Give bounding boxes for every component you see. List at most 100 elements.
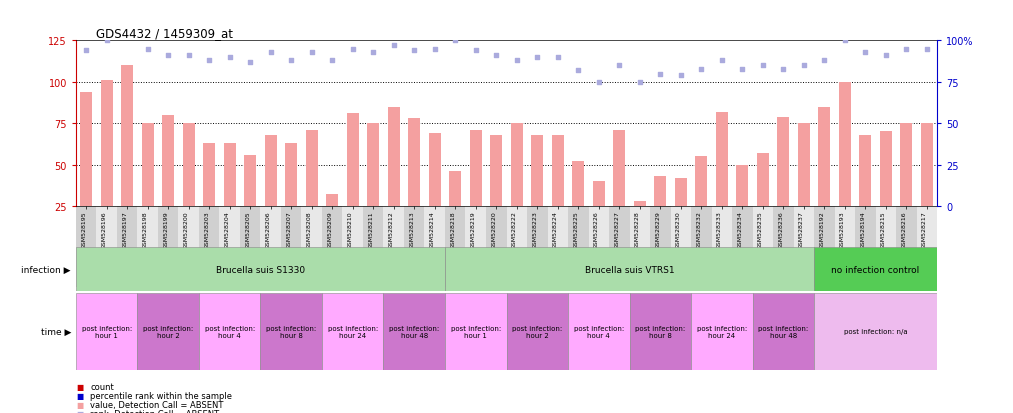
Bar	[839, 83, 851, 206]
Bar	[76, 293, 138, 370]
Point	[284, 58, 300, 64]
Bar	[757, 154, 769, 206]
Text: GSM528204: GSM528204	[225, 211, 230, 248]
Bar	[879, 132, 891, 206]
Text: GSM528205: GSM528205	[245, 211, 250, 248]
Text: GSM528195: GSM528195	[81, 211, 86, 248]
Bar	[203, 144, 216, 206]
Point	[734, 66, 751, 73]
Bar	[901, 124, 913, 206]
Bar	[859, 135, 871, 206]
Text: value, Detection Call = ABSENT: value, Detection Call = ABSENT	[90, 400, 224, 409]
Bar	[260, 293, 322, 370]
Text: GSM528211: GSM528211	[369, 211, 373, 248]
Text: GSM528203: GSM528203	[205, 211, 210, 248]
Text: post infection:
hour 24: post infection: hour 24	[327, 325, 378, 338]
Text: GSM528197: GSM528197	[123, 211, 128, 248]
Text: GSM528218: GSM528218	[450, 211, 455, 248]
Bar	[633, 202, 646, 206]
Bar	[199, 206, 220, 287]
Text: GSM528194: GSM528194	[860, 211, 865, 248]
Bar	[777, 117, 789, 206]
Text: GSM528208: GSM528208	[307, 211, 312, 248]
Bar	[322, 293, 384, 370]
Bar	[819, 107, 831, 206]
Bar	[691, 206, 711, 287]
Text: GSM528234: GSM528234	[737, 211, 743, 248]
Text: GSM528236: GSM528236	[778, 211, 783, 248]
Bar	[445, 206, 466, 287]
Text: GSM528213: GSM528213	[409, 211, 414, 248]
Text: post infection:
hour 2: post infection: hour 2	[143, 325, 193, 338]
Bar	[671, 206, 691, 287]
Text: GSM528219: GSM528219	[471, 211, 476, 248]
Bar	[568, 293, 629, 370]
Point	[386, 43, 402, 50]
Bar	[470, 131, 482, 206]
Text: GSM528222: GSM528222	[512, 211, 517, 248]
Bar	[428, 134, 441, 206]
Point	[877, 53, 893, 59]
Bar	[917, 206, 937, 287]
Bar	[732, 206, 753, 287]
Bar	[753, 293, 814, 370]
Bar	[199, 293, 260, 370]
Text: ■: ■	[76, 400, 83, 409]
Text: GSM528206: GSM528206	[265, 211, 270, 248]
Text: GSM528200: GSM528200	[183, 211, 188, 248]
Text: post infection:
hour 48: post infection: hour 48	[758, 325, 808, 338]
Text: GSM528237: GSM528237	[799, 211, 803, 248]
Text: GSM528225: GSM528225	[573, 211, 578, 248]
Point	[78, 48, 94, 55]
Point	[488, 53, 504, 59]
Bar	[285, 144, 298, 206]
Text: GSM528215: GSM528215	[880, 211, 885, 248]
Bar	[178, 206, 199, 287]
Bar	[715, 112, 728, 206]
Text: GDS4432 / 1459309_at: GDS4432 / 1459309_at	[96, 27, 233, 40]
Bar	[855, 206, 875, 287]
Bar	[224, 144, 236, 206]
Bar	[568, 206, 589, 287]
Text: GSM528226: GSM528226	[594, 211, 599, 248]
Text: GSM528209: GSM528209	[327, 211, 332, 248]
Bar	[264, 135, 277, 206]
Point	[673, 73, 689, 79]
Text: post infection:
hour 48: post infection: hour 48	[389, 325, 440, 338]
Text: time ▶: time ▶	[41, 327, 71, 336]
Bar	[531, 135, 543, 206]
Point	[632, 79, 648, 86]
Bar	[363, 206, 384, 287]
Bar	[281, 206, 302, 287]
Bar	[875, 206, 897, 287]
Text: post infection:
hour 8: post infection: hour 8	[266, 325, 316, 338]
Bar	[260, 206, 281, 287]
Bar	[96, 206, 116, 287]
Text: GSM528212: GSM528212	[389, 211, 394, 248]
Text: ■: ■	[76, 382, 83, 391]
Bar	[116, 206, 138, 287]
Point	[222, 55, 238, 61]
Bar	[404, 206, 424, 287]
Bar	[240, 206, 260, 287]
Point	[611, 63, 627, 69]
Bar	[80, 93, 92, 206]
Text: post infection:
hour 2: post infection: hour 2	[513, 325, 562, 338]
Bar	[753, 206, 773, 287]
Text: Brucella suis S1330: Brucella suis S1330	[216, 265, 305, 274]
Bar	[511, 124, 523, 206]
Bar	[100, 81, 112, 206]
Point	[816, 58, 833, 64]
Bar	[76, 206, 96, 287]
Bar	[835, 206, 855, 287]
Bar	[384, 206, 404, 287]
Point	[570, 68, 587, 74]
Bar	[609, 206, 629, 287]
Bar	[711, 206, 732, 287]
Bar	[138, 206, 158, 287]
Bar	[814, 248, 937, 291]
Bar	[675, 178, 687, 206]
Text: GSM528220: GSM528220	[491, 211, 496, 248]
Bar	[547, 206, 568, 287]
Point	[447, 38, 463, 45]
